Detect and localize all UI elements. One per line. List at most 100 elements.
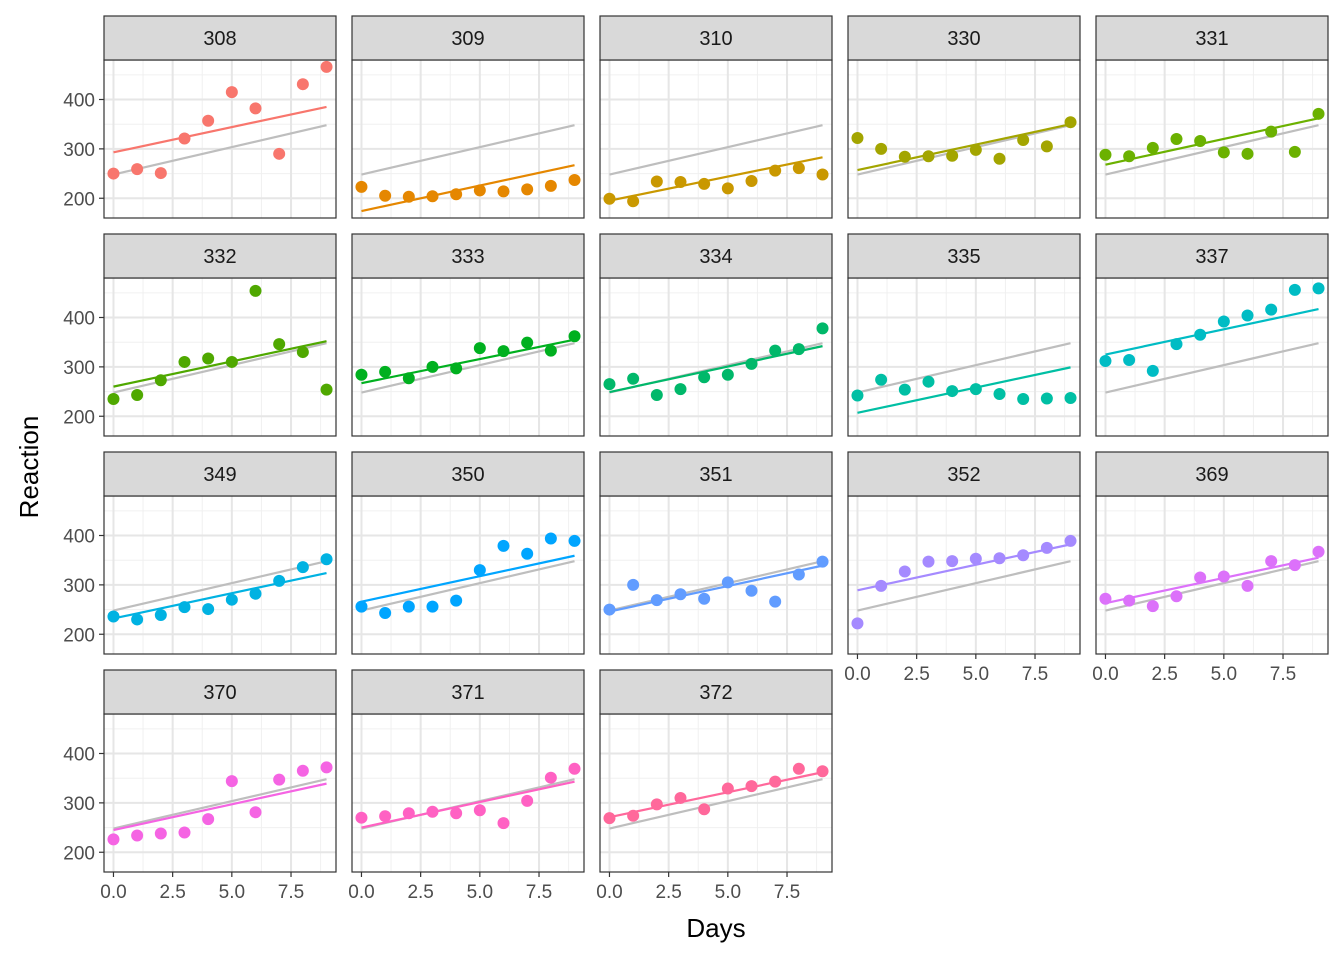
subject-fit-line <box>609 771 823 819</box>
data-point <box>497 345 510 358</box>
data-point <box>131 829 144 842</box>
data-point <box>402 190 415 203</box>
strip-label: 330 <box>947 28 980 50</box>
strip-background <box>1095 233 1329 279</box>
panel-grid <box>600 278 832 436</box>
data-point <box>898 565 911 578</box>
data-point <box>1017 549 1030 562</box>
data-point <box>426 805 439 818</box>
strip-label: 334 <box>699 246 732 268</box>
y-tick-label: 300 <box>63 576 95 597</box>
facet-panel-308: 308 200 300 400 <box>63 15 337 219</box>
subject-fit-line <box>857 123 1071 172</box>
strip-background <box>351 669 585 715</box>
data-point <box>273 574 286 587</box>
data-point <box>745 357 758 370</box>
subject-fit-line <box>609 156 823 202</box>
y-tick-label: 300 <box>63 140 95 161</box>
data-point <box>178 601 191 614</box>
data-point <box>1146 600 1159 613</box>
x-tick-label: 5.0 <box>1211 664 1237 685</box>
data-point <box>544 771 557 784</box>
data-point <box>1064 534 1077 547</box>
data-point <box>402 372 415 385</box>
data-point <box>1288 145 1301 158</box>
data-point <box>1099 354 1112 367</box>
subject-fit-line <box>1105 308 1319 356</box>
overall-fit-line <box>1105 342 1319 394</box>
y-tick-label: 200 <box>63 843 95 864</box>
data-point <box>1123 594 1136 607</box>
panel-background <box>600 278 832 436</box>
data-point <box>202 352 215 365</box>
facet-panel-310: 310 <box>599 15 833 219</box>
strip-label: 351 <box>699 464 732 486</box>
data-point <box>816 765 829 778</box>
subject-fit-line <box>609 564 823 613</box>
data-point <box>769 775 782 788</box>
data-point <box>875 142 888 155</box>
data-point <box>497 817 510 830</box>
overall-fit-line <box>113 778 327 830</box>
facet-panel-350: 350 <box>351 451 585 655</box>
data-point <box>178 355 191 368</box>
data-point <box>225 355 238 368</box>
strip-label: 349 <box>203 464 236 486</box>
data-point <box>1217 570 1230 583</box>
data-point <box>1241 147 1254 160</box>
data-point <box>544 179 557 192</box>
panel-background <box>600 714 832 872</box>
data-point <box>426 190 439 203</box>
data-point <box>946 385 959 398</box>
data-point <box>473 342 486 355</box>
subject-fit-line <box>361 780 575 829</box>
data-point <box>296 764 309 777</box>
data-point <box>426 360 439 373</box>
subject-fit-line <box>361 338 575 385</box>
data-point <box>650 389 663 402</box>
data-point <box>320 761 333 774</box>
data-point <box>898 383 911 396</box>
data-point <box>1265 303 1278 316</box>
data-point <box>568 762 581 775</box>
data-point <box>674 175 687 188</box>
x-tick-label: 0.0 <box>596 882 622 903</box>
x-tick-label: 2.5 <box>159 882 185 903</box>
data-point <box>154 167 167 180</box>
data-point <box>1194 328 1207 341</box>
data-point <box>107 392 120 405</box>
x-tick-label: 5.0 <box>467 882 493 903</box>
facet-panel-332: 332 200 300 400 <box>63 233 337 437</box>
data-point <box>273 147 286 160</box>
x-tick-label: 0.0 <box>1092 664 1118 685</box>
data-point <box>202 603 215 616</box>
data-point <box>473 804 486 817</box>
data-point <box>969 552 982 565</box>
data-point <box>816 555 829 568</box>
data-point <box>450 594 463 607</box>
data-point <box>1170 338 1183 351</box>
facet-panels: 308 200 300 400 309 310 330 331 332 200 300 400 333 3… <box>63 15 1329 903</box>
overall-fit-line <box>609 778 823 830</box>
data-point <box>875 373 888 386</box>
data-point <box>816 168 829 181</box>
data-point <box>202 114 215 127</box>
x-tick-label: 5.0 <box>715 882 741 903</box>
data-point <box>1194 571 1207 584</box>
data-point <box>698 177 711 190</box>
facet-panel-372: 372 0.0 2.5 5.0 7.5 <box>596 669 833 903</box>
data-point <box>544 532 557 545</box>
data-point <box>320 60 333 73</box>
data-point <box>698 592 711 605</box>
overall-fit-line <box>609 560 823 612</box>
y-tick-label: 400 <box>63 309 95 330</box>
strip-label: 371 <box>451 682 484 704</box>
data-point <box>473 184 486 197</box>
facet-panel-370: 370 200 300 400 0.0 2.5 5.0 7.5 <box>63 669 337 903</box>
subject-fit-line <box>361 554 575 603</box>
data-point <box>769 164 782 177</box>
data-point <box>178 826 191 839</box>
data-point <box>1194 134 1207 147</box>
x-tick-label: 2.5 <box>903 664 929 685</box>
